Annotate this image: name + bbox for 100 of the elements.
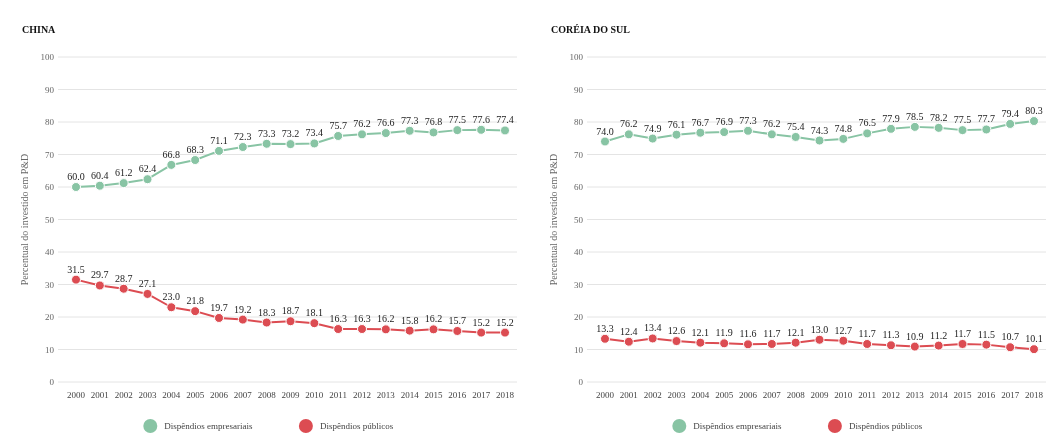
data-label: 73.4 <box>305 127 324 139</box>
data-label: 80.3 <box>1025 105 1043 117</box>
point <box>94 280 105 291</box>
data-label: 77.3 <box>739 114 757 126</box>
data-label: 11.7 <box>858 327 876 339</box>
point <box>862 338 873 349</box>
point <box>285 316 296 327</box>
data-label: 76.6 <box>377 117 395 129</box>
point <box>71 274 81 285</box>
x-tick-label: 2017 <box>1001 390 1020 400</box>
x-tick-label: 2014 <box>929 390 949 400</box>
x-tick-label: 2003 <box>138 390 157 400</box>
point <box>94 180 105 191</box>
point <box>600 333 610 344</box>
x-tick-label: 2007 <box>233 390 253 400</box>
y-axis-title: Percentual do investido em P&D <box>19 153 30 286</box>
y-axis-title: Percentual do investido em P&D <box>548 153 559 286</box>
y-tick-label: 40 <box>574 247 584 258</box>
y-tick-label: 90 <box>574 84 584 95</box>
x-tick-label: 2011 <box>329 390 347 400</box>
x-tick-label: 2010 <box>305 390 324 400</box>
data-label: 11.9 <box>715 327 733 339</box>
data-label: 74.8 <box>834 122 853 134</box>
y-tick-label: 80 <box>45 117 55 128</box>
point <box>790 131 801 142</box>
legend-label: Dispêndios públicos <box>319 421 394 432</box>
point <box>623 129 634 140</box>
x-tick-label: 2013 <box>905 390 925 400</box>
data-label: 10.9 <box>906 330 924 342</box>
point <box>766 338 777 349</box>
data-label: 12.7 <box>834 324 853 336</box>
data-label: 12.6 <box>667 325 686 337</box>
point <box>428 324 439 335</box>
y-tick-label: 70 <box>574 149 584 160</box>
point <box>743 125 753 136</box>
data-label: 79.4 <box>1001 107 1019 119</box>
x-tick-label: 2011 <box>858 390 876 400</box>
point <box>814 135 825 146</box>
data-label: 77.3 <box>400 114 419 126</box>
data-label: 60.4 <box>91 169 109 181</box>
data-label: 15.2 <box>496 316 514 328</box>
x-tick-label: 2015 <box>953 390 972 400</box>
x-tick-label: 2015 <box>424 390 443 400</box>
point <box>909 121 920 132</box>
point <box>476 124 487 135</box>
data-label: 72.3 <box>234 131 252 143</box>
x-tick-label: 2008 <box>786 390 806 400</box>
point <box>647 333 658 344</box>
point <box>214 145 224 156</box>
x-tick-label: 2007 <box>762 390 782 400</box>
data-label: 76.8 <box>424 116 443 128</box>
x-tick-label: 2000 <box>67 390 86 400</box>
y-tick-label: 0 <box>578 377 584 388</box>
point <box>261 138 272 149</box>
data-label: 76.2 <box>353 118 371 130</box>
point <box>1029 344 1039 355</box>
point <box>333 324 344 335</box>
x-tick-label: 2010 <box>834 390 853 400</box>
data-label: 73.3 <box>257 127 276 139</box>
data-label: 77.7 <box>977 113 996 125</box>
data-label: 11.7 <box>763 327 781 339</box>
legend-label: Dispêndios empresariais <box>164 421 254 432</box>
data-label: 71.1 <box>210 134 228 146</box>
point <box>1029 116 1039 127</box>
data-label: 11.6 <box>739 328 757 340</box>
point <box>743 339 753 350</box>
data-label: 18.3 <box>257 306 276 318</box>
point <box>118 178 129 189</box>
point <box>285 139 296 150</box>
data-label: 77.9 <box>882 112 900 124</box>
data-label: 27.1 <box>138 277 157 289</box>
data-label: 62.4 <box>138 163 157 175</box>
x-tick-label: 2004 <box>162 390 181 400</box>
y-tick-label: 50 <box>574 214 584 225</box>
point <box>333 130 344 141</box>
y-tick-label: 80 <box>574 117 584 128</box>
point <box>500 327 510 338</box>
data-label: 60.0 <box>67 171 85 182</box>
x-tick-label: 2018 <box>1025 390 1044 400</box>
data-label: 19.2 <box>234 303 252 315</box>
x-tick-label: 2012 <box>882 390 900 400</box>
y-tick-label: 100 <box>40 52 55 63</box>
data-label: 77.6 <box>472 113 490 125</box>
y-tick-label: 60 <box>574 182 584 193</box>
x-tick-label: 2016 <box>977 390 996 400</box>
point <box>142 174 153 185</box>
x-tick-label: 2014 <box>400 390 420 400</box>
data-label: 77.5 <box>953 114 972 126</box>
point <box>790 337 801 348</box>
point <box>695 337 706 348</box>
x-tick-label: 2006 <box>739 390 758 400</box>
x-tick-label: 2016 <box>448 390 467 400</box>
point <box>957 338 968 349</box>
data-label: 16.3 <box>329 313 347 325</box>
point <box>237 314 248 325</box>
point <box>118 283 129 294</box>
point <box>719 127 730 138</box>
data-label: 10.7 <box>1001 331 1019 343</box>
point <box>214 312 224 323</box>
data-label: 76.7 <box>691 116 710 128</box>
